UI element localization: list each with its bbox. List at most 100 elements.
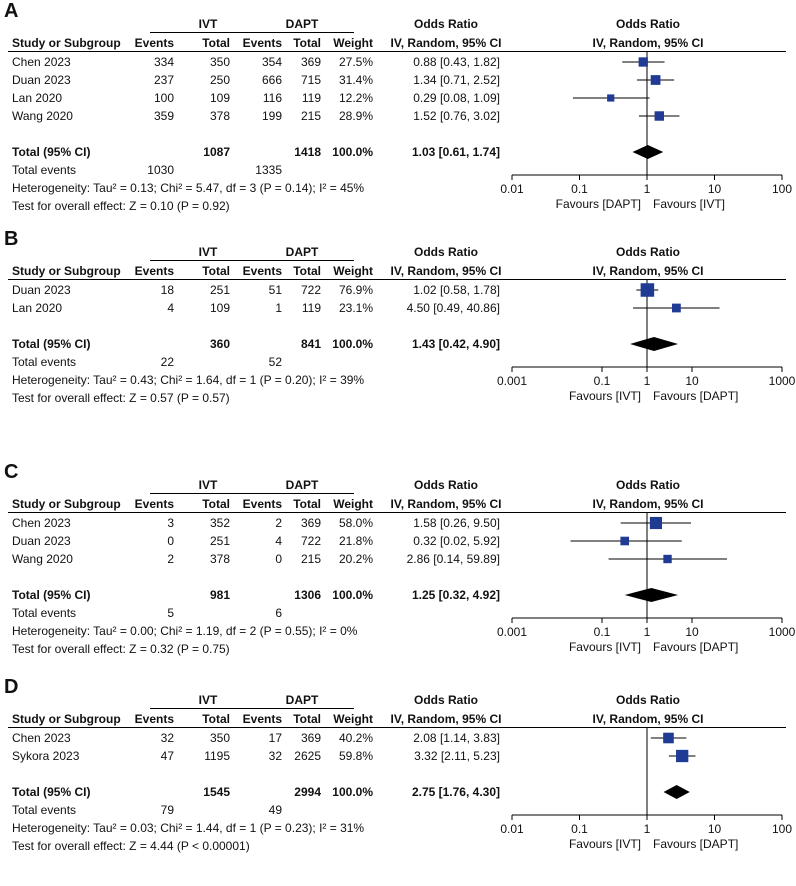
x-tick-label: 0.01	[500, 182, 524, 196]
header-odds-ratio-plot: Odds Ratio	[615, 693, 680, 707]
study-name: Lan 2020	[12, 91, 63, 105]
header-method: IV, Random, 95% CI	[390, 36, 502, 50]
pooled-diamond	[630, 337, 679, 351]
panel-letter: A	[4, 0, 19, 22]
dapt-events-cell: 32	[268, 749, 282, 763]
forest-plot: 0.001 0.1 1 10 1000 Favours [IVT] Favours [DAP…	[497, 280, 796, 403]
ivt-total-cell: 251	[209, 534, 230, 548]
header-odds-ratio: Odds Ratio	[413, 17, 478, 31]
weight-cell: 27.5%	[338, 55, 373, 69]
overall-effect-text: Test for overall effect: Z = 4.44 (P < 0…	[12, 839, 250, 853]
header-ivt-events: Events	[134, 712, 174, 726]
x-tick-label: 0.1	[571, 182, 588, 196]
x-tick-label: 1000	[769, 374, 796, 388]
overall-effect-text: Test for overall effect: Z = 0.32 (P = 0…	[12, 642, 230, 656]
ci-cell: 1.34 [0.71, 2.52]	[413, 73, 500, 87]
header-rule-ivt	[150, 260, 260, 261]
total-weight: 100.0%	[332, 145, 373, 159]
weight-cell: 59.8%	[338, 749, 373, 763]
dapt-events-cell: 17	[268, 731, 282, 745]
header-odds-ratio-plot: Odds Ratio	[615, 245, 680, 259]
header-ivt-events: Events	[134, 497, 174, 511]
total-ivt: 981	[209, 588, 230, 602]
header-dapt: DAPT	[285, 478, 319, 492]
header-odds-ratio-plot: Odds Ratio	[615, 17, 680, 31]
x-tick-label: 0.1	[594, 374, 611, 388]
total-ci: 1.25 [0.32, 4.92]	[411, 588, 500, 602]
weight-cell: 31.4%	[338, 73, 373, 87]
pooled-diamond	[663, 785, 690, 799]
header-method: IV, Random, 95% CI	[390, 497, 502, 511]
dapt-total-cell: 215	[300, 109, 321, 123]
ivt-events-cell: 32	[160, 731, 174, 745]
total-events-label: Total events	[12, 606, 77, 620]
dapt-events-cell: 0	[275, 552, 282, 566]
ivt-events-cell: 359	[153, 109, 174, 123]
header-method-plot: IV, Random, 95% CI	[592, 36, 704, 50]
total-ci: 1.03 [0.61, 1.74]	[411, 145, 500, 159]
x-tick-label: 0.001	[497, 625, 527, 639]
study-marker	[663, 732, 674, 744]
dapt-events-cell: 116	[262, 91, 282, 105]
ci-cell: 4.50 [0.49, 40.86]	[406, 301, 500, 315]
heterogeneity-text: Heterogeneity: Tau² = 0.43; Chi² = 1.64,…	[12, 373, 365, 387]
weight-cell: 23.1%	[338, 301, 373, 315]
ivt-total-cell: 1195	[204, 749, 230, 763]
header-method: IV, Random, 95% CI	[390, 264, 502, 278]
study-name: Chen 2023	[12, 731, 71, 745]
study-marker	[638, 57, 648, 67]
study-marker	[620, 536, 630, 546]
favours-left-label: Favours [DAPT]	[556, 197, 641, 211]
header-ivt-total: Total	[202, 712, 230, 726]
study-name: Duan 2023	[12, 73, 71, 87]
header-dapt: DAPT	[285, 17, 319, 31]
total-ci: 2.75 [1.76, 4.30]	[411, 785, 500, 799]
study-marker	[672, 303, 681, 313]
favours-right-label: Favours [DAPT]	[653, 640, 738, 654]
header-dapt-events: Events	[242, 497, 282, 511]
header-method-plot: IV, Random, 95% CI	[592, 712, 704, 726]
study-name: Wang 2020	[12, 552, 73, 566]
ivt-total-cell: 109	[209, 301, 230, 315]
dapt-total-cell: 369	[300, 731, 321, 745]
total-ivt: 1545	[203, 785, 230, 799]
header-study: Study or Subgroup	[12, 264, 121, 278]
header-rule-dapt	[244, 260, 354, 261]
study-name: Duan 2023	[12, 283, 71, 297]
x-tick-label: 1000	[769, 625, 796, 639]
weight-cell: 28.9%	[338, 109, 373, 123]
total-weight: 100.0%	[332, 785, 373, 799]
favours-left-label: Favours [IVT]	[569, 389, 641, 403]
ivt-total-cell: 378	[209, 109, 230, 123]
ivt-events-cell: 0	[167, 534, 174, 548]
study-marker	[649, 516, 663, 530]
favours-left-label: Favours [IVT]	[569, 640, 641, 654]
total-events-dapt: 49	[268, 803, 282, 817]
total-weight: 100.0%	[332, 337, 373, 351]
ci-cell: 0.32 [0.02, 5.92]	[413, 534, 500, 548]
study-marker	[640, 283, 655, 297]
ivt-total-cell: 350	[209, 55, 230, 69]
x-tick-label: 0.1	[571, 822, 588, 836]
header-dapt-total: Total	[293, 264, 321, 278]
total-events-ivt: 22	[160, 355, 174, 369]
study-name: Lan 2020	[12, 301, 63, 315]
study-name: Chen 2023	[12, 516, 71, 530]
total-events-ivt: 79	[160, 803, 174, 817]
ivt-events-cell: 3	[167, 516, 174, 530]
header-underline	[8, 279, 786, 280]
header-dapt-events: Events	[242, 264, 282, 278]
header-study: Study or Subgroup	[12, 497, 121, 511]
header-study: Study or Subgroup	[12, 712, 121, 726]
weight-cell: 12.2%	[338, 91, 373, 105]
header-rule-ivt	[150, 32, 260, 33]
favours-right-label: Favours [DAPT]	[653, 389, 738, 403]
dapt-total-cell: 722	[300, 534, 321, 548]
study-name: Chen 2023	[12, 55, 71, 69]
header-ivt-total: Total	[202, 497, 230, 511]
total-events-dapt: 6	[275, 606, 282, 620]
total-events-label: Total events	[12, 163, 77, 177]
dapt-events-cell: 51	[268, 283, 282, 297]
header-study: Study or Subgroup	[12, 36, 121, 50]
header-dapt-events: Events	[242, 36, 282, 50]
